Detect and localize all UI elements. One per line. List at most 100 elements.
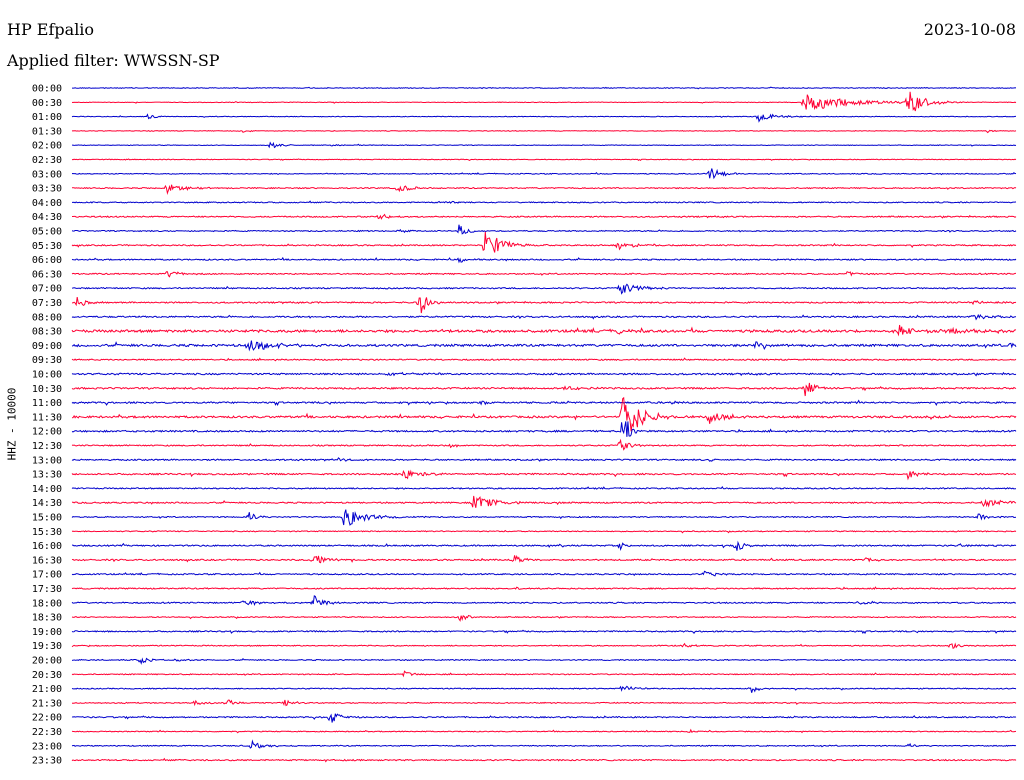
time-tick-label: 05:30	[32, 241, 62, 252]
trace-line	[71, 670, 1017, 678]
time-tick-label: 07:00	[32, 284, 62, 295]
time-tick-label: 15:00	[32, 513, 62, 524]
time-tick-label: 17:30	[32, 584, 62, 595]
time-tick-label: 17:00	[32, 570, 62, 581]
time-tick-label: 10:30	[32, 384, 62, 395]
trace-line	[72, 141, 1017, 149]
trace-line	[71, 271, 1016, 278]
time-tick-label: 23:30	[32, 756, 62, 767]
time-tick-label: 12:30	[32, 441, 62, 452]
time-tick-label: 18:00	[32, 598, 62, 609]
trace-line	[71, 757, 1017, 763]
time-tick-label: 18:30	[32, 613, 62, 624]
time-tick-label: 20:00	[32, 656, 62, 667]
time-tick-label: 23:00	[32, 741, 62, 752]
trace-line	[71, 595, 1016, 606]
trace-line	[71, 629, 1017, 635]
time-tick-label: 19:00	[32, 627, 62, 638]
trace-line	[71, 371, 1017, 377]
trace-line	[72, 86, 1017, 90]
time-tick-label: 00:30	[32, 98, 62, 109]
time-tick-label: 03:00	[32, 169, 62, 180]
time-tick-label: 08:30	[32, 327, 62, 338]
time-tick-label: 14:00	[32, 484, 62, 495]
trace-line	[71, 554, 1017, 564]
trace-line	[71, 113, 1016, 123]
trace-line	[71, 699, 1017, 707]
trace-line	[71, 313, 1017, 321]
trace-line	[71, 685, 1017, 693]
trace-line	[71, 91, 1017, 112]
trace-line	[72, 540, 1017, 552]
trace-line	[71, 642, 1017, 650]
time-tick-label: 06:00	[32, 255, 62, 266]
trace-line	[72, 213, 1017, 220]
filter-label: Applied filter: WWSSN-SP	[7, 51, 220, 70]
trace-line	[71, 438, 1016, 451]
time-tick-label: 22:30	[32, 727, 62, 738]
trace-line	[71, 457, 1017, 462]
time-tick-label: 19:30	[32, 641, 62, 652]
trace-line	[71, 283, 1017, 295]
station-name: HP Efpalio	[7, 20, 95, 39]
trace-line	[71, 168, 1017, 180]
time-tick-label: 01:30	[32, 126, 62, 137]
time-tick-label: 16:00	[32, 541, 62, 552]
trace-line	[71, 509, 1017, 526]
time-tick-label: 09:30	[32, 355, 62, 366]
trace-line	[71, 357, 1017, 362]
time-tick-label: 15:30	[32, 527, 62, 538]
time-tick-label: 21:30	[32, 698, 62, 709]
trace-line	[71, 728, 1017, 734]
time-tick-label: 09:00	[32, 341, 62, 352]
trace-line	[71, 586, 1017, 591]
trace-line	[72, 297, 1017, 314]
time-tick-label: 03:30	[32, 184, 62, 195]
time-tick-label: 20:30	[32, 670, 62, 681]
trace-line	[72, 200, 1017, 204]
time-tick-label: 01:00	[32, 112, 62, 123]
time-tick-label: 11:30	[32, 412, 62, 423]
time-tick-label: 14:30	[32, 498, 62, 509]
time-tick-label: 05:00	[32, 227, 62, 238]
trace-line	[71, 421, 1017, 437]
trace-line	[71, 739, 1017, 749]
trace-line	[71, 399, 1017, 406]
time-tick-label: 22:00	[32, 713, 62, 724]
time-tick-label: 13:30	[32, 470, 62, 481]
trace-line	[71, 382, 1017, 397]
trace-line	[71, 231, 1017, 253]
trace-line	[71, 340, 1017, 352]
trace-line	[71, 485, 1017, 490]
trace-line	[71, 529, 1017, 534]
trace-line	[71, 324, 1017, 337]
trace-line	[71, 224, 1017, 235]
time-tick-label: 04:00	[32, 198, 62, 209]
time-tick-label: 13:00	[32, 455, 62, 466]
time-tick-label: 06:30	[32, 269, 62, 280]
trace-line	[71, 129, 1017, 134]
trace-line	[71, 713, 1017, 723]
trace-line	[71, 495, 1017, 508]
time-tick-label: 11:00	[32, 398, 62, 409]
trace-line	[71, 469, 1017, 481]
time-tick-label: 21:00	[32, 684, 62, 695]
time-tick-label: 16:30	[32, 555, 62, 566]
trace-line	[71, 256, 1017, 264]
time-tick-label: 02:00	[32, 141, 62, 152]
time-tick-label: 07:30	[32, 298, 62, 309]
time-tick-label: 00:00	[32, 84, 62, 95]
time-tick-label: 12:00	[32, 427, 62, 438]
plot-date: 2023-10-08	[923, 20, 1016, 39]
time-tick-label: 08:00	[32, 312, 62, 323]
trace-line	[71, 570, 1017, 577]
trace-line	[71, 614, 1017, 622]
time-tick-label: 10:00	[32, 370, 62, 381]
trace-line	[71, 396, 1017, 432]
trace-line	[71, 657, 1017, 665]
trace-line	[71, 184, 1017, 196]
time-tick-label: 02:30	[32, 155, 62, 166]
trace-line	[71, 158, 1017, 162]
time-tick-label: 04:30	[32, 212, 62, 223]
